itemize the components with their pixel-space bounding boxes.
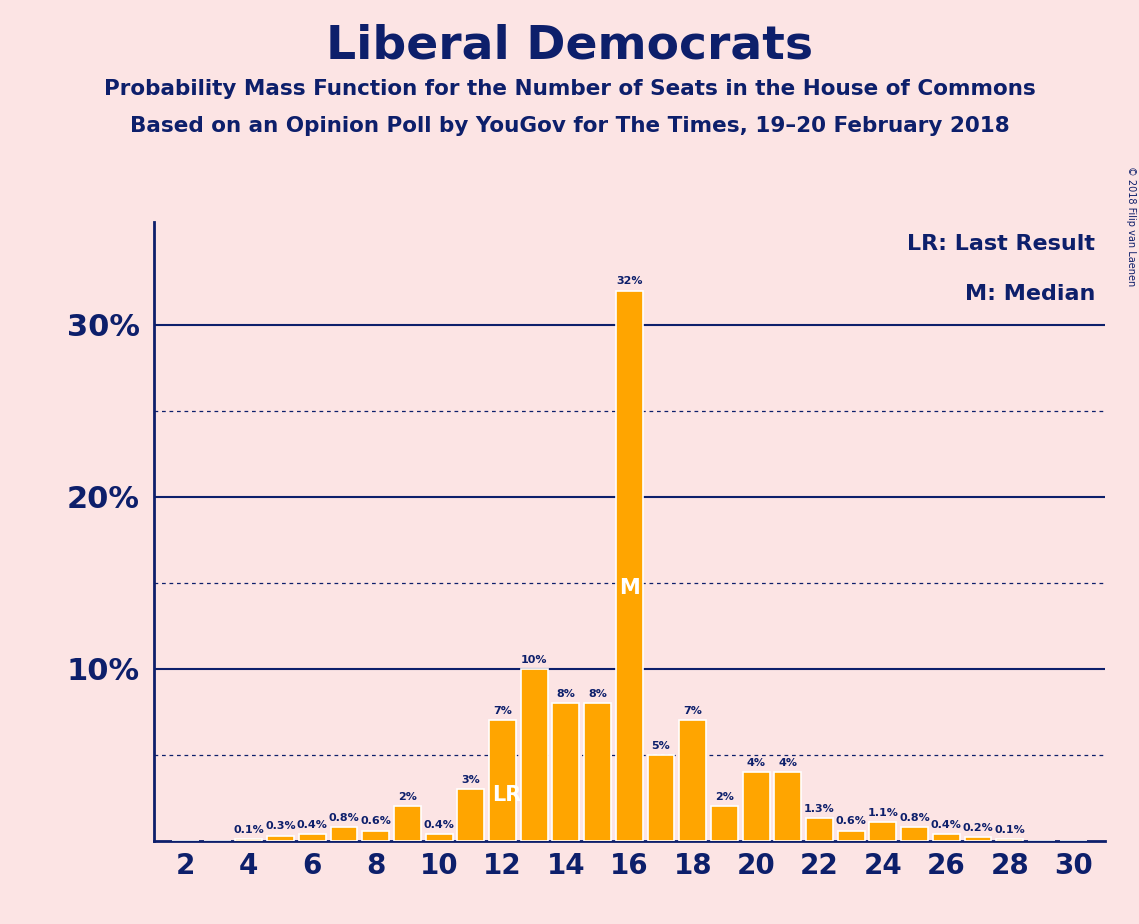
Bar [869, 822, 896, 841]
Text: © 2018 Filip van Laenen: © 2018 Filip van Laenen [1125, 166, 1136, 286]
Text: 0.6%: 0.6% [836, 816, 867, 826]
Text: 0.8%: 0.8% [329, 813, 359, 822]
Text: 0.8%: 0.8% [900, 813, 929, 822]
Bar [648, 755, 674, 841]
Text: 0.1%: 0.1% [233, 825, 264, 834]
Text: Liberal Democrats: Liberal Democrats [326, 23, 813, 68]
Bar [552, 703, 580, 841]
Text: 2%: 2% [398, 792, 417, 802]
Text: 0.1%: 0.1% [994, 825, 1025, 834]
Bar [489, 721, 516, 841]
Text: M: M [618, 578, 640, 598]
Text: 5%: 5% [652, 740, 671, 750]
Bar [806, 819, 833, 841]
Text: 8%: 8% [557, 689, 575, 699]
Text: 7%: 7% [493, 706, 511, 716]
Text: 0.3%: 0.3% [265, 821, 296, 832]
Text: Probability Mass Function for the Number of Seats in the House of Commons: Probability Mass Function for the Number… [104, 79, 1035, 99]
Bar [743, 772, 770, 841]
Text: 7%: 7% [683, 706, 702, 716]
Text: 10%: 10% [521, 654, 548, 664]
Bar [711, 807, 738, 841]
Text: 32%: 32% [616, 276, 642, 286]
Bar [965, 837, 991, 841]
Text: LR: Last Result: LR: Last Result [908, 234, 1096, 254]
Bar [362, 831, 390, 841]
Bar [426, 834, 452, 841]
Bar [838, 831, 865, 841]
Text: 3%: 3% [461, 775, 481, 785]
Text: 0.4%: 0.4% [297, 820, 328, 830]
Text: 0.4%: 0.4% [424, 820, 454, 830]
Bar [997, 839, 1023, 841]
Bar [901, 827, 928, 841]
Bar [679, 721, 706, 841]
Bar [933, 834, 960, 841]
Text: 8%: 8% [588, 689, 607, 699]
Text: 0.4%: 0.4% [931, 820, 961, 830]
Text: 0.6%: 0.6% [360, 816, 391, 826]
Bar [458, 789, 484, 841]
Bar [298, 834, 326, 841]
Bar [394, 807, 420, 841]
Bar [236, 839, 262, 841]
Bar [584, 703, 611, 841]
Text: 1.3%: 1.3% [804, 804, 835, 814]
Text: 2%: 2% [715, 792, 734, 802]
Bar [775, 772, 801, 841]
Text: 0.2%: 0.2% [962, 823, 993, 833]
Text: 4%: 4% [778, 758, 797, 768]
Bar [616, 290, 642, 841]
Bar [268, 835, 294, 841]
Text: 4%: 4% [746, 758, 765, 768]
Bar [330, 827, 358, 841]
Text: LR: LR [493, 785, 522, 805]
Text: 1.1%: 1.1% [868, 808, 899, 818]
Bar [521, 669, 548, 841]
Text: M: Median: M: Median [965, 284, 1096, 304]
Text: Based on an Opinion Poll by YouGov for The Times, 19–20 February 2018: Based on an Opinion Poll by YouGov for T… [130, 116, 1009, 136]
